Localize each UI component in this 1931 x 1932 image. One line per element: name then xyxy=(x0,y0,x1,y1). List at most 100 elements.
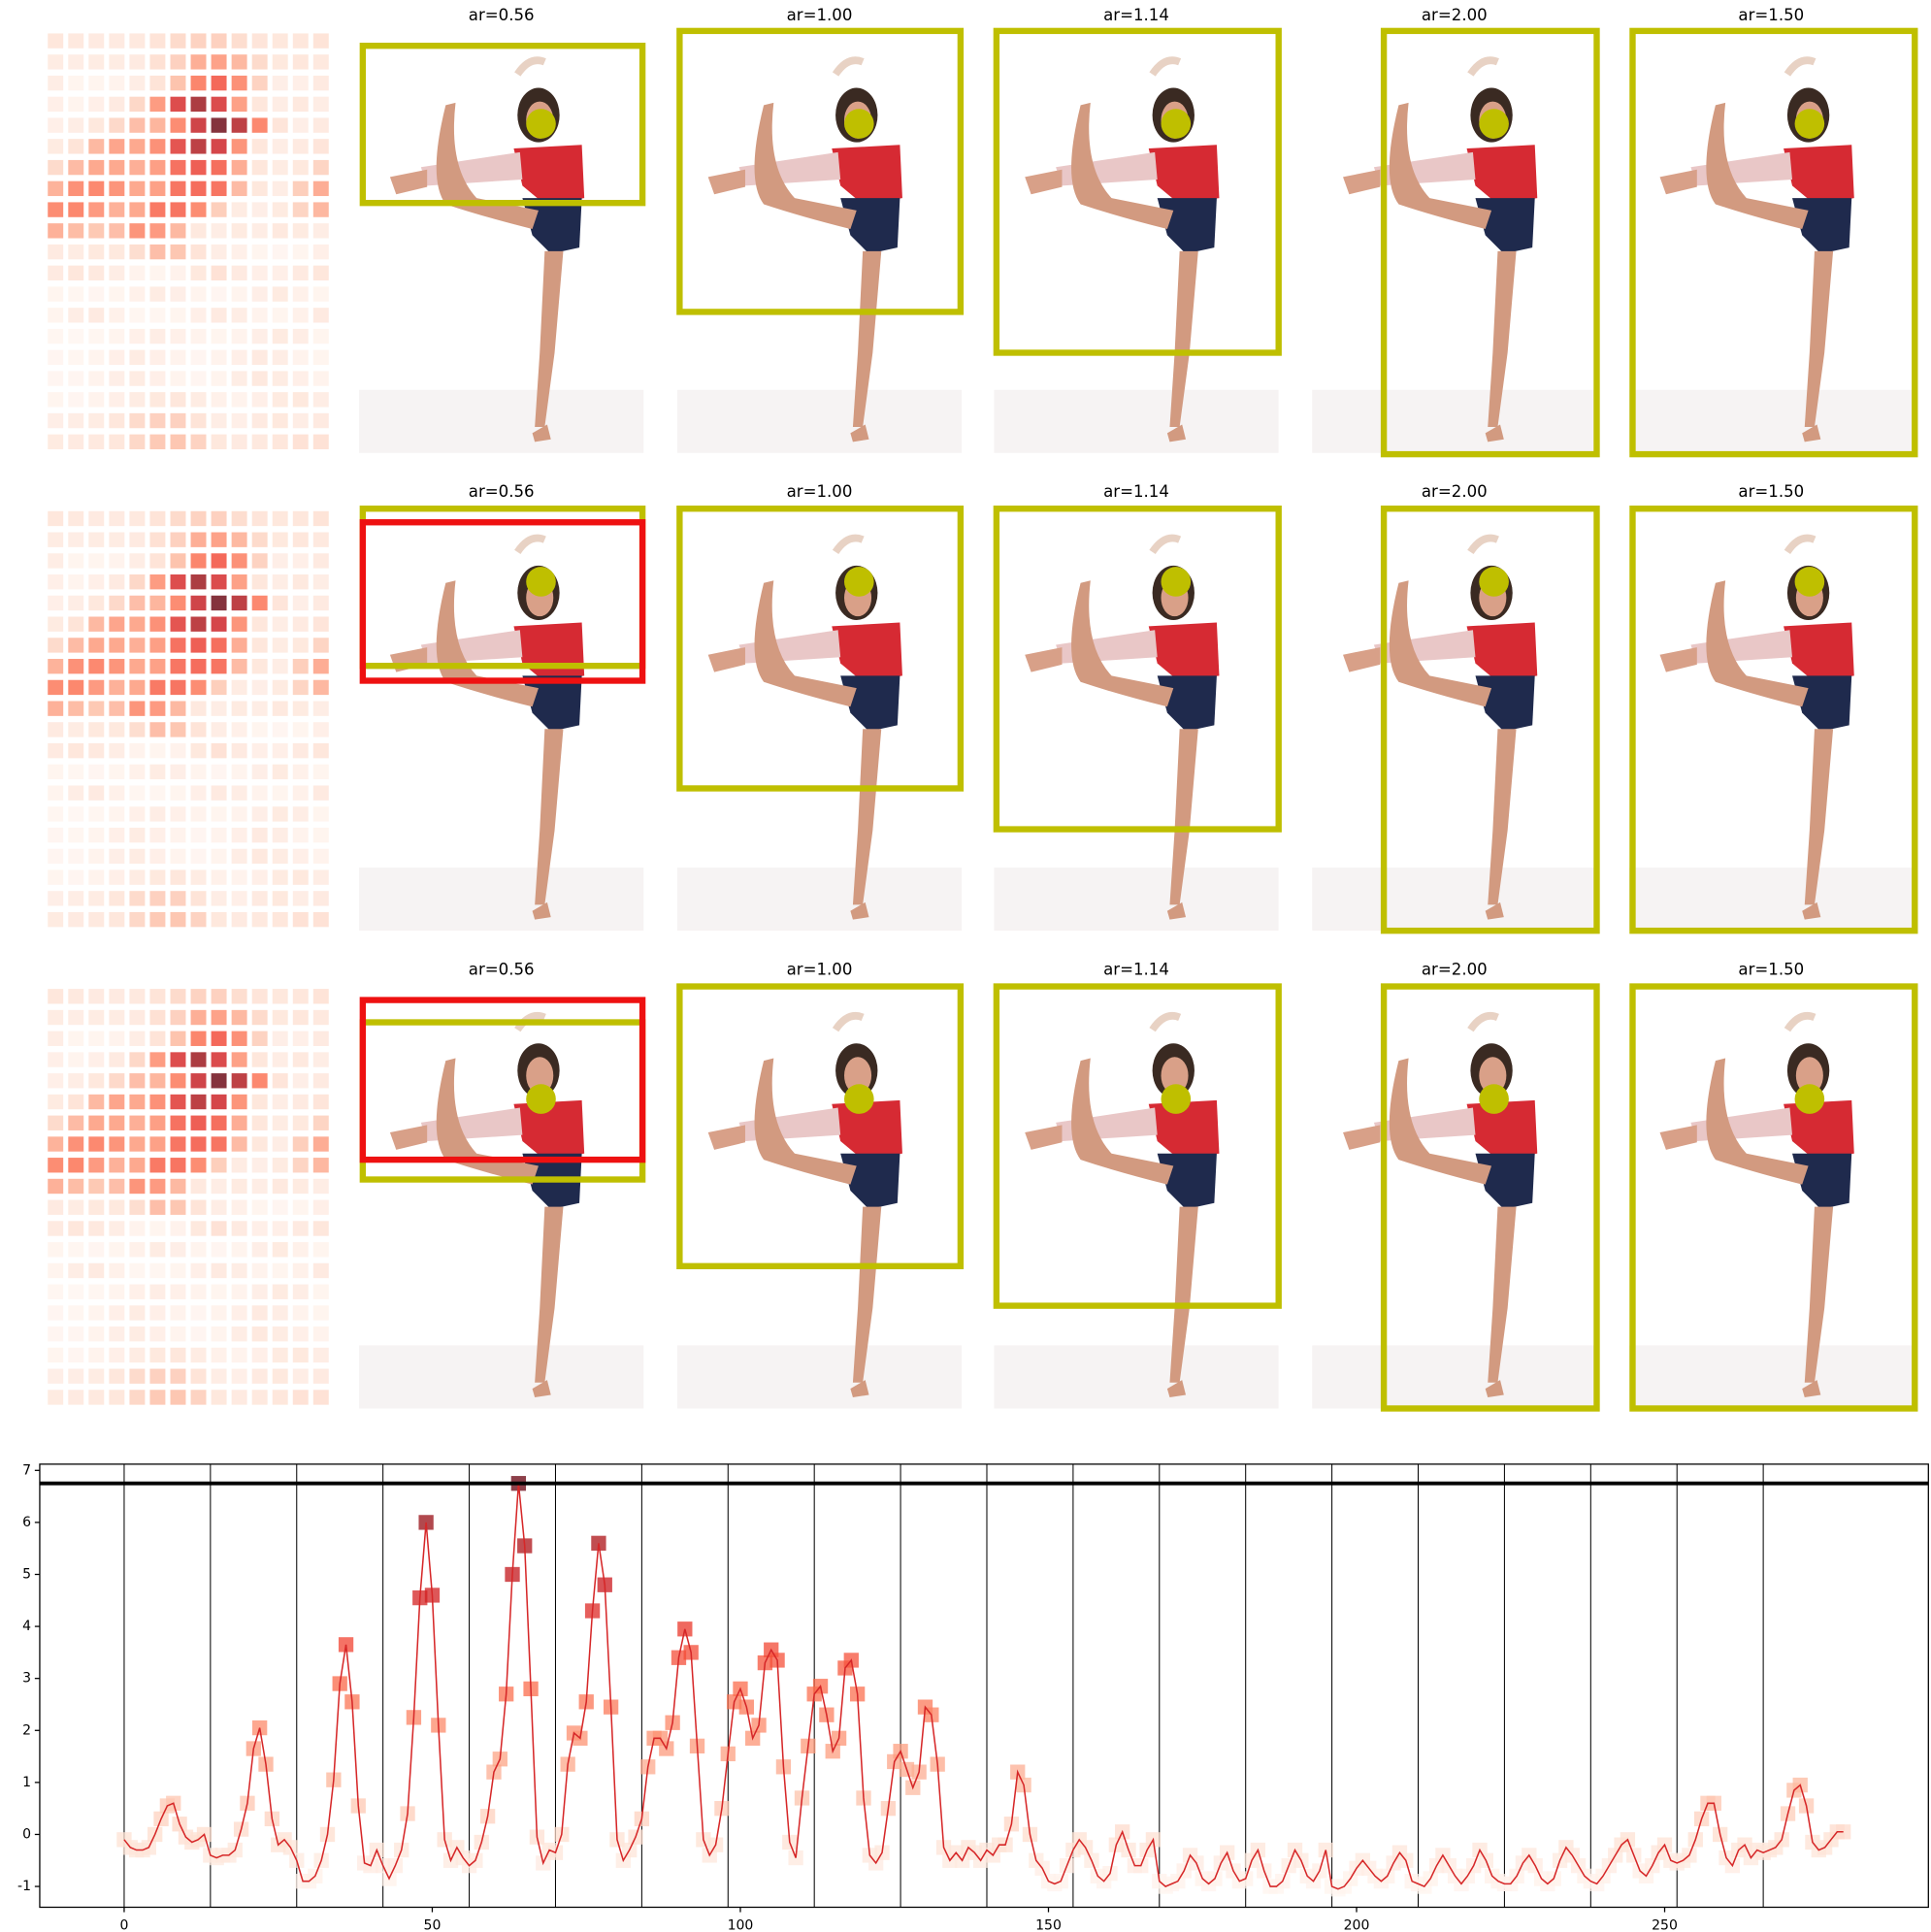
heatmap-cell xyxy=(272,96,288,113)
heatmap-cell xyxy=(129,1305,146,1321)
heatmap-cell xyxy=(129,412,146,429)
photo xyxy=(359,508,643,931)
heatmap-cell xyxy=(231,1115,247,1130)
heatmap-cell xyxy=(170,223,186,239)
heatmap-cell xyxy=(109,911,125,928)
heatmap-cell xyxy=(109,308,125,323)
heatmap-cell xyxy=(109,701,125,716)
heatmap-cell xyxy=(48,638,64,653)
heatmap-cell xyxy=(211,701,227,716)
heatmap-cell xyxy=(312,848,329,865)
heatmap-cell xyxy=(292,1326,309,1342)
heatmap-cell xyxy=(312,328,329,344)
heatmap-cell xyxy=(149,742,166,759)
heatmap-cell xyxy=(129,159,146,176)
heatmap-cell xyxy=(170,308,186,323)
heatmap-cell xyxy=(231,1390,247,1405)
heatmap-cell xyxy=(190,764,207,780)
heatmap-cell xyxy=(272,532,288,547)
heatmap-cell xyxy=(211,434,227,449)
heatmap-cell xyxy=(190,989,207,1004)
heatmap-cell xyxy=(251,371,268,386)
heatmap-cell xyxy=(88,722,105,737)
y-tick-label: 6 xyxy=(22,1515,31,1530)
heatmap-cell xyxy=(109,532,125,547)
heatmap-cell xyxy=(109,1158,125,1173)
heatmap-cell xyxy=(109,1115,125,1130)
heatmap-cell xyxy=(68,180,84,197)
heatmap-cell xyxy=(129,1158,146,1173)
heatmap-cell xyxy=(231,371,247,386)
heatmap-cell xyxy=(129,989,146,1004)
heatmap-cell xyxy=(231,265,247,281)
heatmap-cell xyxy=(68,392,84,408)
heatmap-cell xyxy=(251,159,268,176)
crop-box xyxy=(1380,27,1600,458)
heatmap-cell xyxy=(292,202,309,217)
heatmap-cell xyxy=(251,412,268,429)
heatmap-cell xyxy=(251,1347,268,1363)
heatmap-cell xyxy=(292,701,309,716)
heatmap-cell xyxy=(88,286,105,302)
heatmap-cell xyxy=(170,827,186,843)
heatmap-cell xyxy=(170,286,186,302)
crop-box xyxy=(359,43,646,207)
heatmap-cell xyxy=(88,202,105,217)
heatmap-cell xyxy=(292,180,309,197)
heatmap-cell xyxy=(272,412,288,429)
heatmap-cell xyxy=(68,848,84,865)
heatmap-cell xyxy=(48,286,64,302)
heatmap-cell xyxy=(211,785,227,801)
heatmap-cell xyxy=(149,244,166,260)
heatmap-cell xyxy=(251,764,268,780)
heatmap-cell xyxy=(68,328,84,344)
heatmap-cell xyxy=(129,392,146,408)
heatmap-cell xyxy=(68,349,84,366)
heatmap-cell xyxy=(190,139,207,154)
heatmap-cell xyxy=(211,202,227,217)
heatmap-cell xyxy=(272,75,288,91)
heatmap-cell xyxy=(88,328,105,344)
heatmap-cell xyxy=(68,1178,84,1195)
heatmap-cell xyxy=(109,1178,125,1195)
focus-dot xyxy=(1161,567,1192,597)
heatmap-cell xyxy=(272,1347,288,1363)
heatmap-cell xyxy=(272,764,288,780)
heatmap-cell xyxy=(88,638,105,653)
panel-title: ar=1.14 xyxy=(1103,482,1169,501)
heatmap-cell xyxy=(170,392,186,408)
heatmap-cell xyxy=(149,616,166,632)
heatmap-cell xyxy=(190,827,207,843)
focus-dot xyxy=(526,567,556,597)
heatmap-cell xyxy=(292,658,309,674)
heatmap-cell xyxy=(251,1199,268,1215)
heatmap-cell xyxy=(190,244,207,260)
heatmap-cell xyxy=(211,679,227,696)
heatmap-cell xyxy=(68,1199,84,1215)
heatmap-cell xyxy=(231,1158,247,1173)
line-plot: 0 50 100 150 200 250 -1 0 1 2 3 4 5 6 7 xyxy=(17,1462,1929,1932)
heatmap-cell xyxy=(211,392,227,408)
heatmap-cell xyxy=(272,848,288,865)
heatmap-cell xyxy=(109,139,125,154)
crop-box xyxy=(1380,506,1600,934)
heatmap-cell xyxy=(272,1031,288,1046)
heatmap-cell xyxy=(170,1158,186,1173)
panel-title: ar=1.14 xyxy=(1103,6,1169,24)
heatmap-cell xyxy=(149,371,166,386)
heatmap-cell xyxy=(48,202,64,217)
heatmap-cell xyxy=(170,1052,186,1067)
heatmap-cell xyxy=(48,180,64,197)
heatmap-cell xyxy=(312,1115,329,1130)
heatmap-cell xyxy=(88,1284,105,1299)
heatmap-cell xyxy=(190,1390,207,1405)
heatmap-cell xyxy=(68,638,84,653)
heatmap-cell xyxy=(109,785,125,801)
heatmap-cell xyxy=(48,223,64,239)
heatmap-cell xyxy=(272,1390,288,1405)
heatmap-cell xyxy=(190,117,207,133)
crop-box xyxy=(676,27,965,315)
focus-dot xyxy=(526,1084,556,1114)
heatmap-cell xyxy=(211,1221,227,1236)
heatmap-cell xyxy=(170,638,186,653)
